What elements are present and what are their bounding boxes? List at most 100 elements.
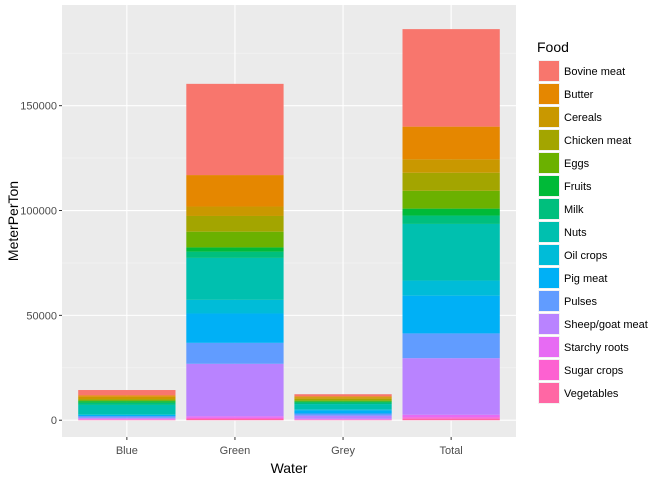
bar-segment (78, 418, 176, 420)
y-tick-label: 0 (51, 415, 57, 427)
bar-segment (402, 223, 500, 281)
legend-swatch (539, 84, 559, 104)
legend-title: Food (537, 39, 569, 55)
legend-swatch (539, 153, 559, 173)
legend-swatch (539, 176, 559, 196)
y-tick-label: 100000 (20, 206, 57, 218)
bar-segment (402, 333, 500, 359)
bar-segment (78, 399, 176, 401)
bar-segment (294, 396, 392, 398)
bar-segment (186, 247, 284, 252)
bar-segment (186, 299, 284, 314)
legend-label: Sheep/goat meat (564, 319, 648, 331)
bar-segment (294, 397, 392, 399)
bar-segment (402, 29, 500, 127)
legend-swatch (539, 130, 559, 150)
legend-swatch (539, 337, 559, 357)
legend-label: Vegetables (564, 388, 619, 400)
bar-segment (186, 175, 284, 207)
bar-segment (78, 402, 176, 405)
bar-segment (186, 215, 284, 232)
bar-segment (78, 416, 176, 418)
bar-segment (294, 400, 392, 402)
bar-segment (294, 409, 392, 411)
legend-label: Starchy roots (564, 342, 629, 354)
legend-label: Eggs (564, 158, 590, 170)
legend-label: Sugar crops (564, 365, 624, 377)
bar-segment (78, 400, 176, 402)
bar-segment (294, 394, 392, 397)
bar-segment (402, 418, 500, 421)
bar-segment (402, 414, 500, 418)
bar-segment (186, 342, 284, 364)
bar-segment (294, 402, 392, 405)
bar-segment (294, 404, 392, 410)
bar-segment (78, 396, 176, 400)
legend-label: Pulses (564, 296, 598, 308)
bar-segment (78, 390, 176, 396)
legend-swatch (539, 107, 559, 127)
bar-segment (294, 415, 392, 419)
bar-segment (186, 206, 284, 216)
bar-segment (402, 159, 500, 173)
legend-swatch (539, 268, 559, 288)
x-tick-label: Total (440, 445, 463, 457)
bar-segment (402, 190, 500, 209)
bar-segment (186, 231, 284, 248)
legend-label: Fruits (564, 181, 592, 193)
bar-segment (186, 417, 284, 419)
legend-swatch (539, 383, 559, 403)
legend-swatch (539, 314, 559, 334)
bar-segment (402, 208, 500, 216)
bar-segment (78, 414, 176, 415)
bar-segment (402, 126, 500, 160)
bar-segment (78, 395, 176, 397)
bar-segment (402, 417, 500, 419)
x-tick-label: Grey (331, 445, 355, 457)
bar-segment (78, 401, 176, 403)
bar-segment (186, 313, 284, 343)
bar-segment (402, 358, 500, 415)
bar-segment (78, 404, 176, 415)
x-axis-title: Water (271, 460, 308, 476)
bar-segment (186, 416, 284, 418)
bar-segment (186, 83, 284, 176)
y-tick-label: 50000 (26, 310, 57, 322)
x-axis: Blue Green Grey Total (116, 437, 463, 457)
bars (78, 29, 500, 421)
legend-swatch (539, 360, 559, 380)
legend-swatch (539, 199, 559, 219)
bar-segment (402, 215, 500, 224)
bar-segment (402, 172, 500, 191)
bar-segment (186, 251, 284, 258)
bar-segment (294, 410, 392, 414)
bar-segment (186, 418, 284, 421)
legend-swatch (539, 222, 559, 242)
x-tick-label: Green (220, 445, 251, 457)
legend-label: Oil crops (564, 250, 608, 262)
bar-segment (294, 418, 392, 420)
y-tick-label: 150000 (20, 101, 57, 113)
legend-items: Bovine meat Butter Cereals Chicken meat Eggs… (538, 60, 648, 404)
y-axis: 0 50000 100000 150000 (20, 101, 62, 427)
legend-label: Milk (564, 204, 584, 216)
legend-label: Bovine meat (564, 66, 625, 78)
bar-segment (78, 417, 176, 419)
legend: Food Bovine meat Butter Cereals Chicken mea… (537, 39, 648, 404)
bar-segment (294, 401, 392, 403)
bar-segment (294, 413, 392, 416)
legend-swatch (539, 291, 559, 311)
legend-label: Butter (564, 89, 594, 101)
y-axis-title: MeterPerTon (5, 181, 21, 261)
legend-label: Chicken meat (564, 135, 631, 147)
x-tick-label: Blue (116, 445, 138, 457)
legend-label: Pig meat (564, 273, 607, 285)
bar-segment (186, 257, 284, 300)
legend-swatch (539, 245, 559, 265)
bar-segment (402, 280, 500, 296)
legend-label: Nuts (564, 227, 587, 239)
bar-segment (294, 398, 392, 401)
bar-segment (402, 295, 500, 334)
legend-swatch (539, 61, 559, 81)
